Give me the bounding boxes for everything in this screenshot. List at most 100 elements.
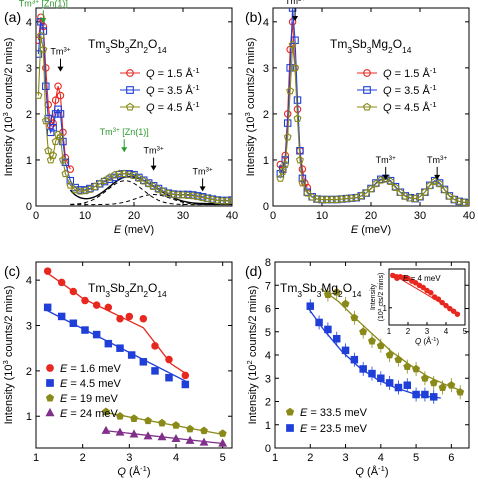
y-tick-label: 4 bbox=[26, 275, 32, 287]
text-span: -1 bbox=[431, 337, 436, 343]
text-span: ) bbox=[147, 466, 151, 478]
text-span: [Zn(1)] bbox=[39, 0, 68, 8]
data-point bbox=[81, 326, 89, 334]
peak-annotation: Tm3+ bbox=[376, 154, 397, 165]
text-span: Tm bbox=[193, 166, 206, 176]
legend-marker bbox=[126, 69, 134, 77]
data-point bbox=[139, 314, 148, 323]
data-point bbox=[465, 198, 469, 206]
text-span: 3+ bbox=[32, 0, 40, 5]
inset-legend-marker bbox=[394, 275, 400, 281]
annotation-arrowhead bbox=[292, 16, 299, 21]
data-point bbox=[218, 429, 227, 437]
data-point bbox=[54, 105, 62, 114]
y-tick-label: 3 bbox=[26, 321, 32, 333]
y-tick-label: 5 bbox=[265, 327, 271, 339]
text-span: O bbox=[393, 37, 402, 51]
data-point bbox=[51, 96, 60, 104]
data-point bbox=[342, 194, 351, 203]
legend-marker bbox=[125, 102, 135, 111]
data-point bbox=[283, 119, 292, 127]
data-point bbox=[139, 358, 148, 366]
data-point bbox=[43, 267, 52, 275]
text-span: Q bbox=[117, 466, 126, 478]
data-point bbox=[341, 299, 350, 308]
y-tick-label: 2 bbox=[26, 366, 32, 378]
inset-x-tick-label: 1 bbox=[387, 327, 392, 336]
data-point bbox=[200, 426, 208, 435]
data-point bbox=[54, 82, 62, 91]
legend-label: E = 4.5 meV bbox=[60, 378, 122, 390]
data-point bbox=[129, 429, 139, 438]
data-point bbox=[81, 186, 89, 195]
text-span: Q bbox=[146, 68, 155, 80]
y-tick-label: 3 bbox=[263, 63, 269, 75]
data-point bbox=[288, 40, 297, 49]
legend-marker bbox=[286, 424, 294, 432]
text-span: Q bbox=[355, 466, 364, 478]
annotation-arrowhead bbox=[434, 174, 441, 180]
data-point bbox=[385, 350, 394, 359]
data-point bbox=[101, 425, 111, 434]
data-point bbox=[56, 91, 65, 100]
peak-annotation: Tm3+ [Zn(1)] bbox=[100, 127, 149, 138]
text-span: 3+ bbox=[440, 154, 448, 161]
inset-y-axis-label: (103 cts/2 mins) bbox=[377, 273, 386, 322]
data-point bbox=[456, 388, 465, 396]
inset-x-tick-label: 5 bbox=[463, 327, 468, 336]
data-point bbox=[57, 312, 66, 321]
annotation-arrowhead bbox=[40, 18, 47, 24]
data-point bbox=[337, 194, 346, 203]
data-point bbox=[324, 325, 332, 334]
text-span: 3+ bbox=[63, 46, 71, 53]
text-span: = 1.5 Å bbox=[392, 67, 431, 80]
data-point bbox=[359, 327, 368, 336]
text-span: cts/2 mins) bbox=[378, 273, 385, 309]
text-span: 3 bbox=[317, 289, 322, 299]
data-point bbox=[130, 171, 138, 180]
inset-x-tick-label: 2 bbox=[406, 327, 411, 336]
data-point bbox=[116, 314, 124, 323]
data-point bbox=[36, 50, 43, 58]
text-span: = 4 meV bbox=[408, 274, 441, 283]
data-point bbox=[144, 416, 152, 425]
peak-annotation: Tm3+ bbox=[285, 0, 306, 6]
fit-component-dashed bbox=[70, 180, 232, 206]
legend-label: E = 23.5 meV bbox=[300, 423, 368, 435]
data-point bbox=[165, 355, 173, 364]
annotation-arrowhead bbox=[199, 186, 206, 192]
text-span: = 4.5 meV bbox=[67, 378, 121, 390]
data-point bbox=[386, 177, 395, 185]
data-point bbox=[315, 318, 323, 327]
data-point bbox=[286, 86, 295, 95]
peak-annotation: Tm3+ bbox=[50, 46, 71, 57]
compound-title: Tm3Sb3Mg2O14 bbox=[330, 37, 412, 55]
text-span: Tm bbox=[427, 155, 440, 165]
data-point bbox=[293, 114, 302, 122]
data-point bbox=[41, 116, 50, 125]
data-point bbox=[151, 342, 159, 350]
panel-label: (a) bbox=[4, 9, 21, 25]
text-span: O bbox=[343, 281, 352, 295]
data-layer bbox=[43, 267, 228, 447]
data-point bbox=[42, 82, 50, 91]
data-point bbox=[36, 31, 45, 40]
data-point bbox=[332, 195, 341, 203]
y-tick-label: 1 bbox=[26, 411, 32, 423]
data-point bbox=[403, 362, 412, 371]
text-span: 2 bbox=[245, 360, 254, 364]
legend-marker bbox=[363, 86, 371, 94]
text-span: 2 bbox=[388, 45, 393, 55]
data-point bbox=[430, 177, 439, 185]
data-point bbox=[376, 176, 385, 184]
text-span: Tm bbox=[330, 37, 347, 51]
data-point bbox=[165, 373, 173, 382]
data-point bbox=[368, 369, 376, 378]
text-span: 2 bbox=[338, 289, 343, 299]
data-point bbox=[199, 437, 209, 446]
y-tick-label: 6 bbox=[265, 304, 271, 316]
text-span: 3 bbox=[297, 289, 302, 299]
data-point bbox=[450, 195, 459, 203]
peak-annotation: Tm3+ bbox=[427, 154, 448, 165]
text-span: -1 bbox=[430, 83, 437, 92]
